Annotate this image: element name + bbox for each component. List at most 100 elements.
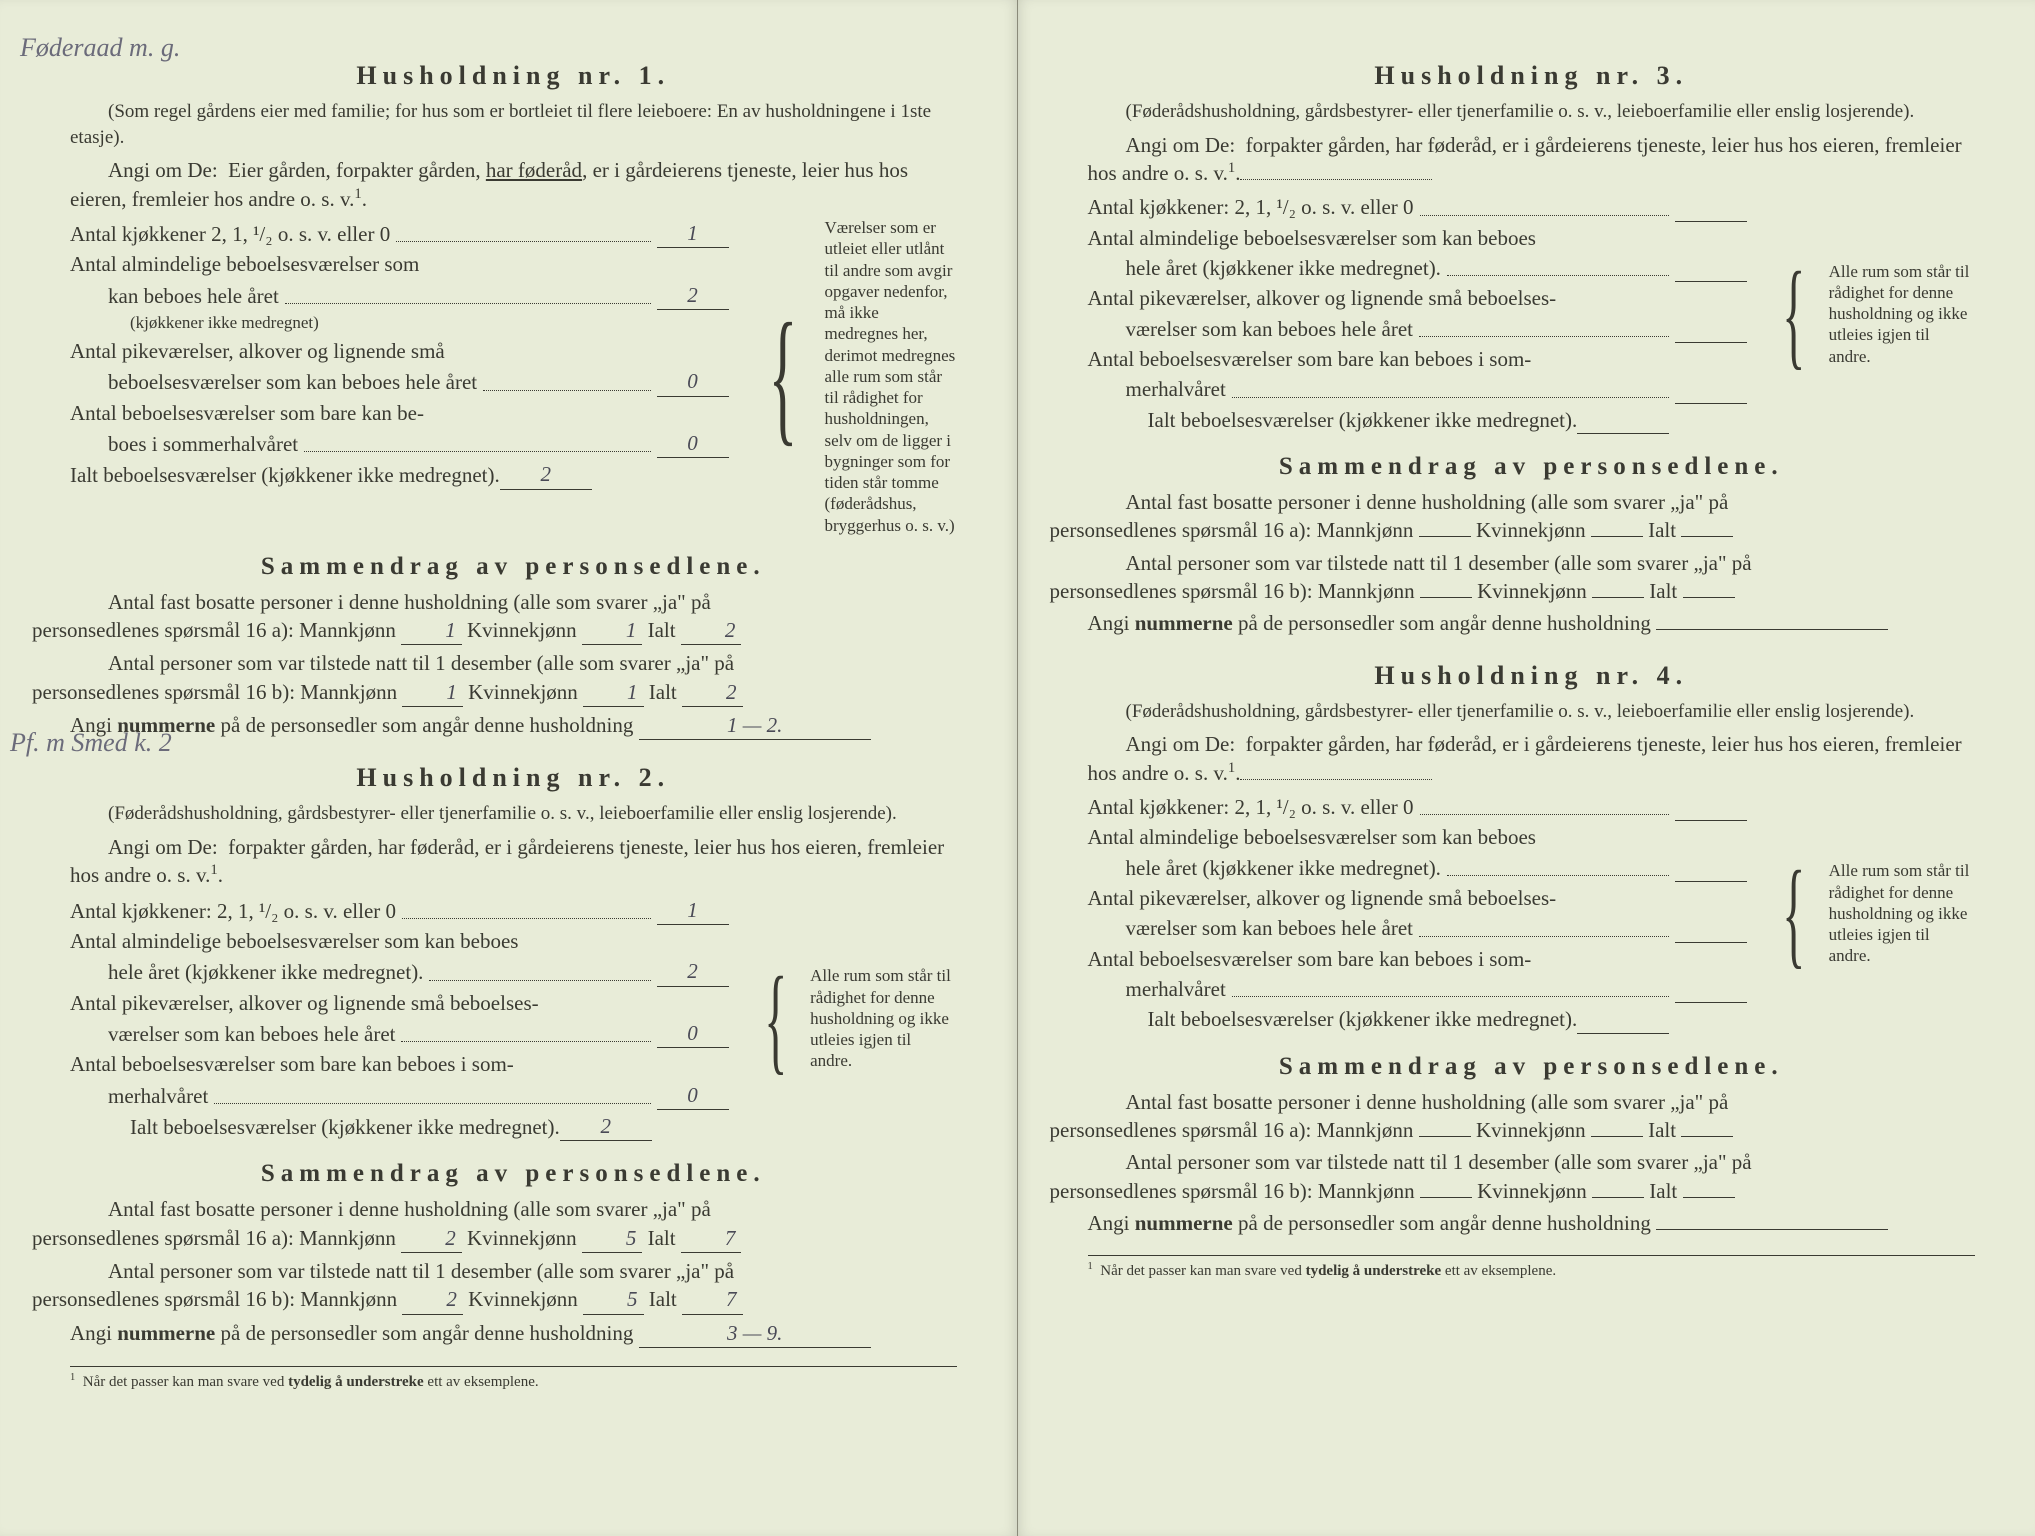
hh3-title: Husholdning nr. 3. [1088, 58, 1976, 93]
hh2-til-kvin: 5 [583, 1285, 644, 1314]
hh3-kitchens-value [1675, 221, 1747, 222]
hh1-sidebox: { Værelser som er utleiet eller utlånt t… [747, 217, 957, 536]
hh1-total-value: 2 [500, 460, 592, 489]
hh2-ordinary-rooms: Antal almindelige beboelsesværelser som … [70, 927, 729, 987]
hh3-fast-ialt [1681, 536, 1733, 537]
hh3-parenthetical: (Føderådshusholdning, gårdsbestyrer- ell… [1088, 99, 1976, 125]
hh4-summer-rooms: Antal beboelsesværelser som bare kan beb… [1088, 945, 1748, 1004]
hh3-total-value [1577, 433, 1669, 434]
hh1-fast-mann: 1 [401, 616, 462, 645]
hh2-summer-rooms: Antal beboelsesværelser som bare kan beb… [70, 1050, 729, 1110]
hh3-summer-rooms: Antal beboelsesværelser som bare kan beb… [1088, 345, 1748, 404]
hh1-fast-row: Antal fast bosatte personer i denne hush… [70, 588, 957, 646]
hh2-kitchens-row: Antal kjøkkener: 2, 1, ¹/₂ o. s. v. elle… [70, 896, 729, 925]
hh3-fast-row: Antal fast bosatte personer i denne hush… [1088, 488, 1976, 545]
hh2-summer-value: 0 [657, 1081, 729, 1110]
hh3-total-rooms: Ialt beboelsesværelser (kjøkkener ikke m… [1088, 406, 1748, 434]
hh4-summary-heading: Sammendrag av personsedlene. [1088, 1050, 1976, 1084]
hh2-kitchens-value: 1 [657, 896, 729, 925]
hh1-summer-rooms: Antal beboelsesværelser som bare kan be-… [70, 399, 729, 459]
hh2-summary-heading: Sammendrag av personsedlene. [70, 1157, 957, 1191]
margin-note-hh1: Føderaad m. g. [20, 30, 180, 65]
hh3-angi: Angi om De: forpakter gården, har føderå… [1088, 131, 1976, 188]
hh1-til-ialt: 2 [682, 678, 743, 707]
hh3-rooms-block: Antal kjøkkener: 2, 1, ¹/₂ o. s. v. elle… [1088, 191, 1976, 436]
hh1-til-kvin: 1 [583, 678, 644, 707]
hh4-sidebox: { Alle rum som står til rådighet for den… [1765, 791, 1975, 1036]
hh3-fast-kvin [1591, 536, 1643, 537]
hh4-angi: Angi om De: forpakter gården, har føderå… [1088, 730, 1976, 787]
hh1-summary-heading: Sammendrag av personsedlene. [70, 550, 957, 584]
hh3-til-mann [1420, 597, 1472, 598]
hh4-total-value [1577, 1033, 1669, 1034]
hh1-parenthetical: (Som regel gårdens eier med familie; for… [70, 99, 957, 150]
hh1-fast-kvin: 1 [582, 616, 643, 645]
hh4-nummerne-row: Angi nummerne på de personsedler som ang… [1088, 1209, 1976, 1237]
hh1-fast-ialt: 2 [681, 616, 742, 645]
hh2-til-mann: 2 [402, 1285, 463, 1314]
hh1-ordinary-value: 2 [657, 281, 729, 310]
hh1-kitchens-value: 1 [657, 219, 729, 248]
hh4-title: Husholdning nr. 4. [1088, 658, 1976, 693]
hh4-fast-ialt [1681, 1136, 1733, 1137]
hh4-summer-value [1675, 1002, 1747, 1003]
hh3-nummerne-row: Angi nummerne på de personsedler som ang… [1088, 609, 1976, 637]
hh3-ordinary-rooms: Antal almindelige beboelsesværelser som … [1088, 224, 1748, 283]
hh4-til-mann [1420, 1197, 1472, 1198]
hh4-ordinary-value [1675, 881, 1747, 882]
page-left: Føderaad m. g. Husholdning nr. 1. (Som r… [0, 0, 1018, 1536]
hh4-maid-value [1675, 942, 1747, 943]
hh1-tilstede-row: Antal personer som var tilstede natt til… [70, 649, 957, 707]
hh3-summer-value [1675, 403, 1747, 404]
hh1-angi: Angi om De: Eier gården, forpakter gårde… [70, 156, 957, 213]
hh4-kitchens-value [1675, 820, 1747, 821]
hh2-tilstede-row: Antal personer som var tilstede natt til… [70, 1257, 957, 1315]
hh2-fast-ialt: 7 [681, 1224, 742, 1253]
hh2-nummerne-row: Angi nummerne på de personsedler som ang… [70, 1319, 957, 1348]
hh2-title: Husholdning nr. 2. [70, 760, 957, 795]
hh1-kitchens-row: Antal kjøkkener 2, 1, ¹/₂ o. s. v. eller… [70, 219, 729, 248]
hh1-rooms-block: Antal kjøkkener 2, 1, ¹/₂ o. s. v. eller… [70, 217, 957, 536]
hh2-maid-rooms: Antal pikeværelser, alkover og lignende … [70, 989, 729, 1049]
hh3-maid-rooms: Antal pikeværelser, alkover og lignende … [1088, 284, 1748, 343]
hh2-fast-mann: 2 [401, 1224, 462, 1253]
hh1-summer-value: 0 [657, 429, 729, 458]
hh4-fast-kvin [1591, 1136, 1643, 1137]
hh4-ordinary-rooms: Antal almindelige beboelsesværelser som … [1088, 823, 1748, 882]
hh2-total-rooms: Ialt beboelsesværelser (kjøkkener ikke m… [70, 1112, 729, 1141]
page-right: Husholdning nr. 3. (Føderådshusholdning,… [1018, 0, 2035, 1536]
hh4-fast-mann [1419, 1136, 1471, 1137]
footnote-left: 1 Når det passer kan man svare ved tydel… [70, 1366, 957, 1392]
hh3-sidebox: { Alle rum som står til rådighet for den… [1765, 191, 1975, 436]
hh1-til-mann: 1 [402, 678, 463, 707]
hh3-til-ialt [1683, 597, 1735, 598]
hh1-ordinary-rooms: Antal almindelige beboelsesværelser som … [70, 250, 729, 335]
hh4-rooms-block: Antal kjøkkener: 2, 1, ¹/₂ o. s. v. elle… [1088, 791, 1976, 1036]
hh4-total-rooms: Ialt beboelsesværelser (kjøkkener ikke m… [1088, 1005, 1748, 1033]
hh4-kitchens-row: Antal kjøkkener: 2, 1, ¹/₂ o. s. v. elle… [1088, 793, 1748, 821]
hh1-total-rooms: Ialt beboelsesværelser (kjøkkener ikke m… [70, 460, 729, 489]
hh2-angi: Angi om De: forpakter gården, har føderå… [70, 833, 957, 890]
hh4-nummerne-value [1656, 1229, 1888, 1230]
hh1-maid-rooms: Antal pikeværelser, alkover og lignende … [70, 337, 729, 397]
hh1-kitchen-note: (kjøkkener ikke medregnet) [70, 312, 729, 335]
hh1-nummerne-row: Angi nummerne på de personsedler som ang… [70, 711, 957, 740]
hh2-parenthetical: (Føderådshusholdning, gårdsbestyrer- ell… [70, 801, 957, 827]
hh3-tilstede-row: Antal personer som var tilstede natt til… [1088, 549, 1976, 606]
hh4-til-kvin [1592, 1197, 1644, 1198]
hh3-summary-heading: Sammendrag av personsedlene. [1088, 450, 1976, 484]
margin-note-hh2: Pf. m Smed k. 2 [10, 725, 172, 760]
hh4-maid-rooms: Antal pikeværelser, alkover og lignende … [1088, 884, 1748, 943]
hh3-til-kvin [1592, 597, 1644, 598]
hh2-nummerne-value: 3 — 9. [639, 1319, 871, 1348]
hh2-til-ialt: 7 [682, 1285, 743, 1314]
hh4-tilstede-row: Antal personer som var tilstede natt til… [1088, 1148, 1976, 1205]
hh3-fast-mann [1419, 536, 1471, 537]
hh2-sidebox: { Alle rum som står til rådighet for den… [747, 894, 957, 1144]
hh1-maid-value: 0 [657, 367, 729, 396]
hh4-fast-row: Antal fast bosatte personer i denne hush… [1088, 1088, 1976, 1145]
hh3-kitchens-row: Antal kjøkkener: 2, 1, ¹/₂ o. s. v. elle… [1088, 193, 1748, 221]
hh2-total-value: 2 [560, 1112, 652, 1141]
hh4-parenthetical: (Føderådshusholdning, gårdsbestyrer- ell… [1088, 699, 1976, 725]
hh4-til-ialt [1683, 1197, 1735, 1198]
